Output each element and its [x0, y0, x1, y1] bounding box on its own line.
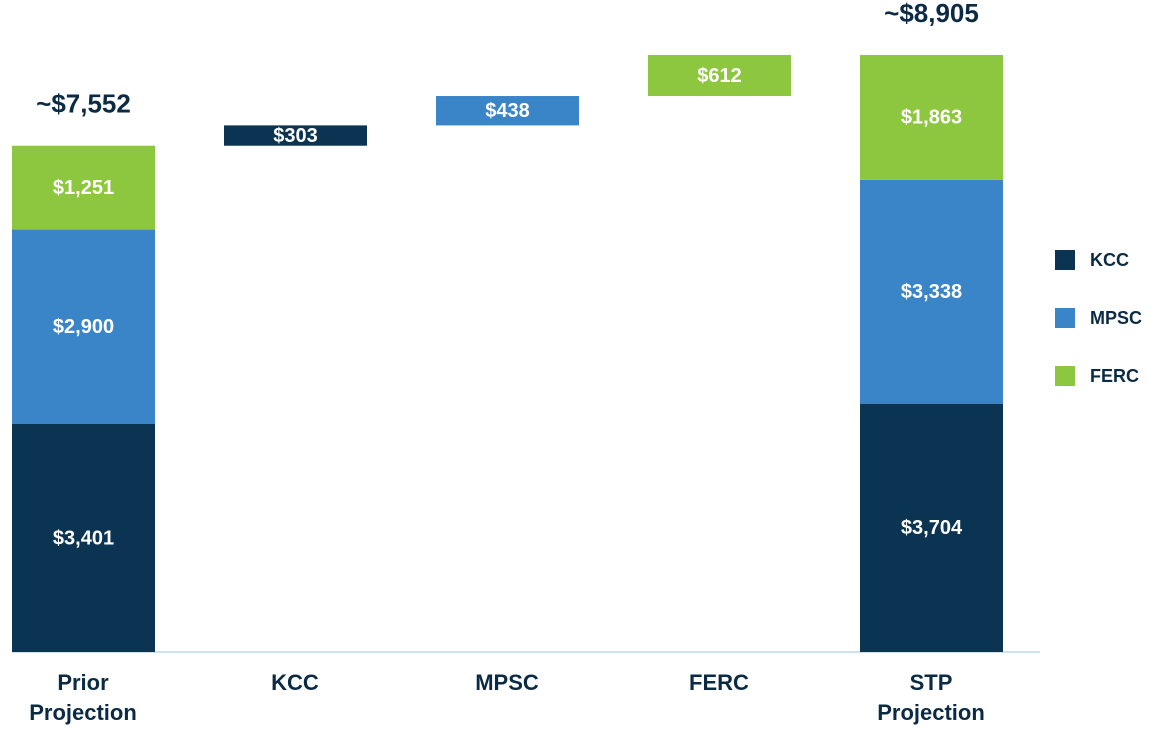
x-tick-label: MPSC — [475, 670, 539, 695]
bar-segment — [224, 125, 367, 146]
value-label: $3,401 — [53, 527, 114, 549]
value-label: $2,900 — [53, 316, 114, 338]
total-label: ~$7,552 — [36, 89, 131, 119]
value-label: $303 — [273, 125, 318, 147]
legend-swatch — [1055, 366, 1075, 386]
bar-segment — [436, 96, 579, 126]
legend-swatch — [1055, 250, 1075, 270]
value-label: $438 — [485, 100, 530, 122]
bar-segment — [12, 423, 155, 652]
value-label: $1,863 — [901, 107, 962, 129]
value-label: $1,251 — [53, 177, 114, 199]
value-label: $612 — [697, 65, 742, 87]
value-label: $3,704 — [901, 517, 963, 539]
x-tick-label: KCC — [271, 670, 319, 695]
x-tick-label: FERC — [689, 670, 749, 695]
legend-label: MPSC — [1090, 308, 1142, 328]
total-label: ~$8,905 — [884, 0, 979, 28]
bar-segment — [12, 145, 155, 230]
bar-segment — [860, 403, 1003, 652]
value-label: $3,338 — [901, 281, 962, 303]
bar-segment — [860, 55, 1003, 180]
x-tick-label: Prior Projection — [29, 670, 137, 725]
legend-label: FERC — [1090, 366, 1139, 386]
legend-swatch — [1055, 308, 1075, 328]
bar-segment — [860, 179, 1003, 404]
x-tick-label: STP Projection — [877, 670, 985, 725]
bar-segment — [12, 229, 155, 424]
bar-segment — [648, 55, 791, 97]
legend-label: KCC — [1090, 250, 1129, 270]
